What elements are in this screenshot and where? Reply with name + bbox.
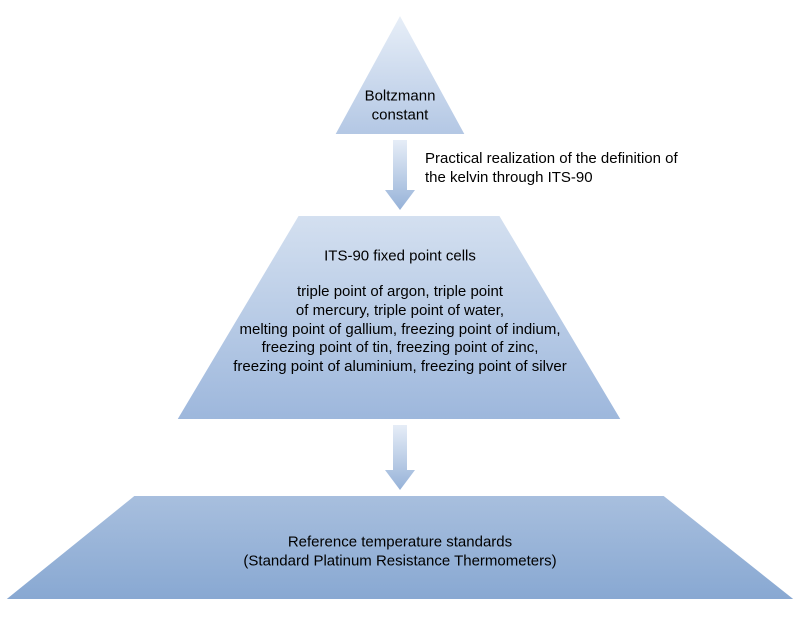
side-annotation: Practical realization of the definition … (425, 150, 678, 188)
arrow-2 (385, 425, 415, 490)
diagram-stage: Boltzmannconstant ITS-90 fixed point cel… (0, 0, 800, 630)
arrow-1 (385, 140, 415, 210)
tier1-label: Boltzmannconstant (365, 87, 436, 125)
tier2-title: ITS-90 fixed point cells (324, 248, 476, 267)
tier2-body: triple point of argon, triple pointof me… (233, 283, 567, 377)
tier3-label: Reference temperature standards(Standard… (243, 533, 556, 571)
